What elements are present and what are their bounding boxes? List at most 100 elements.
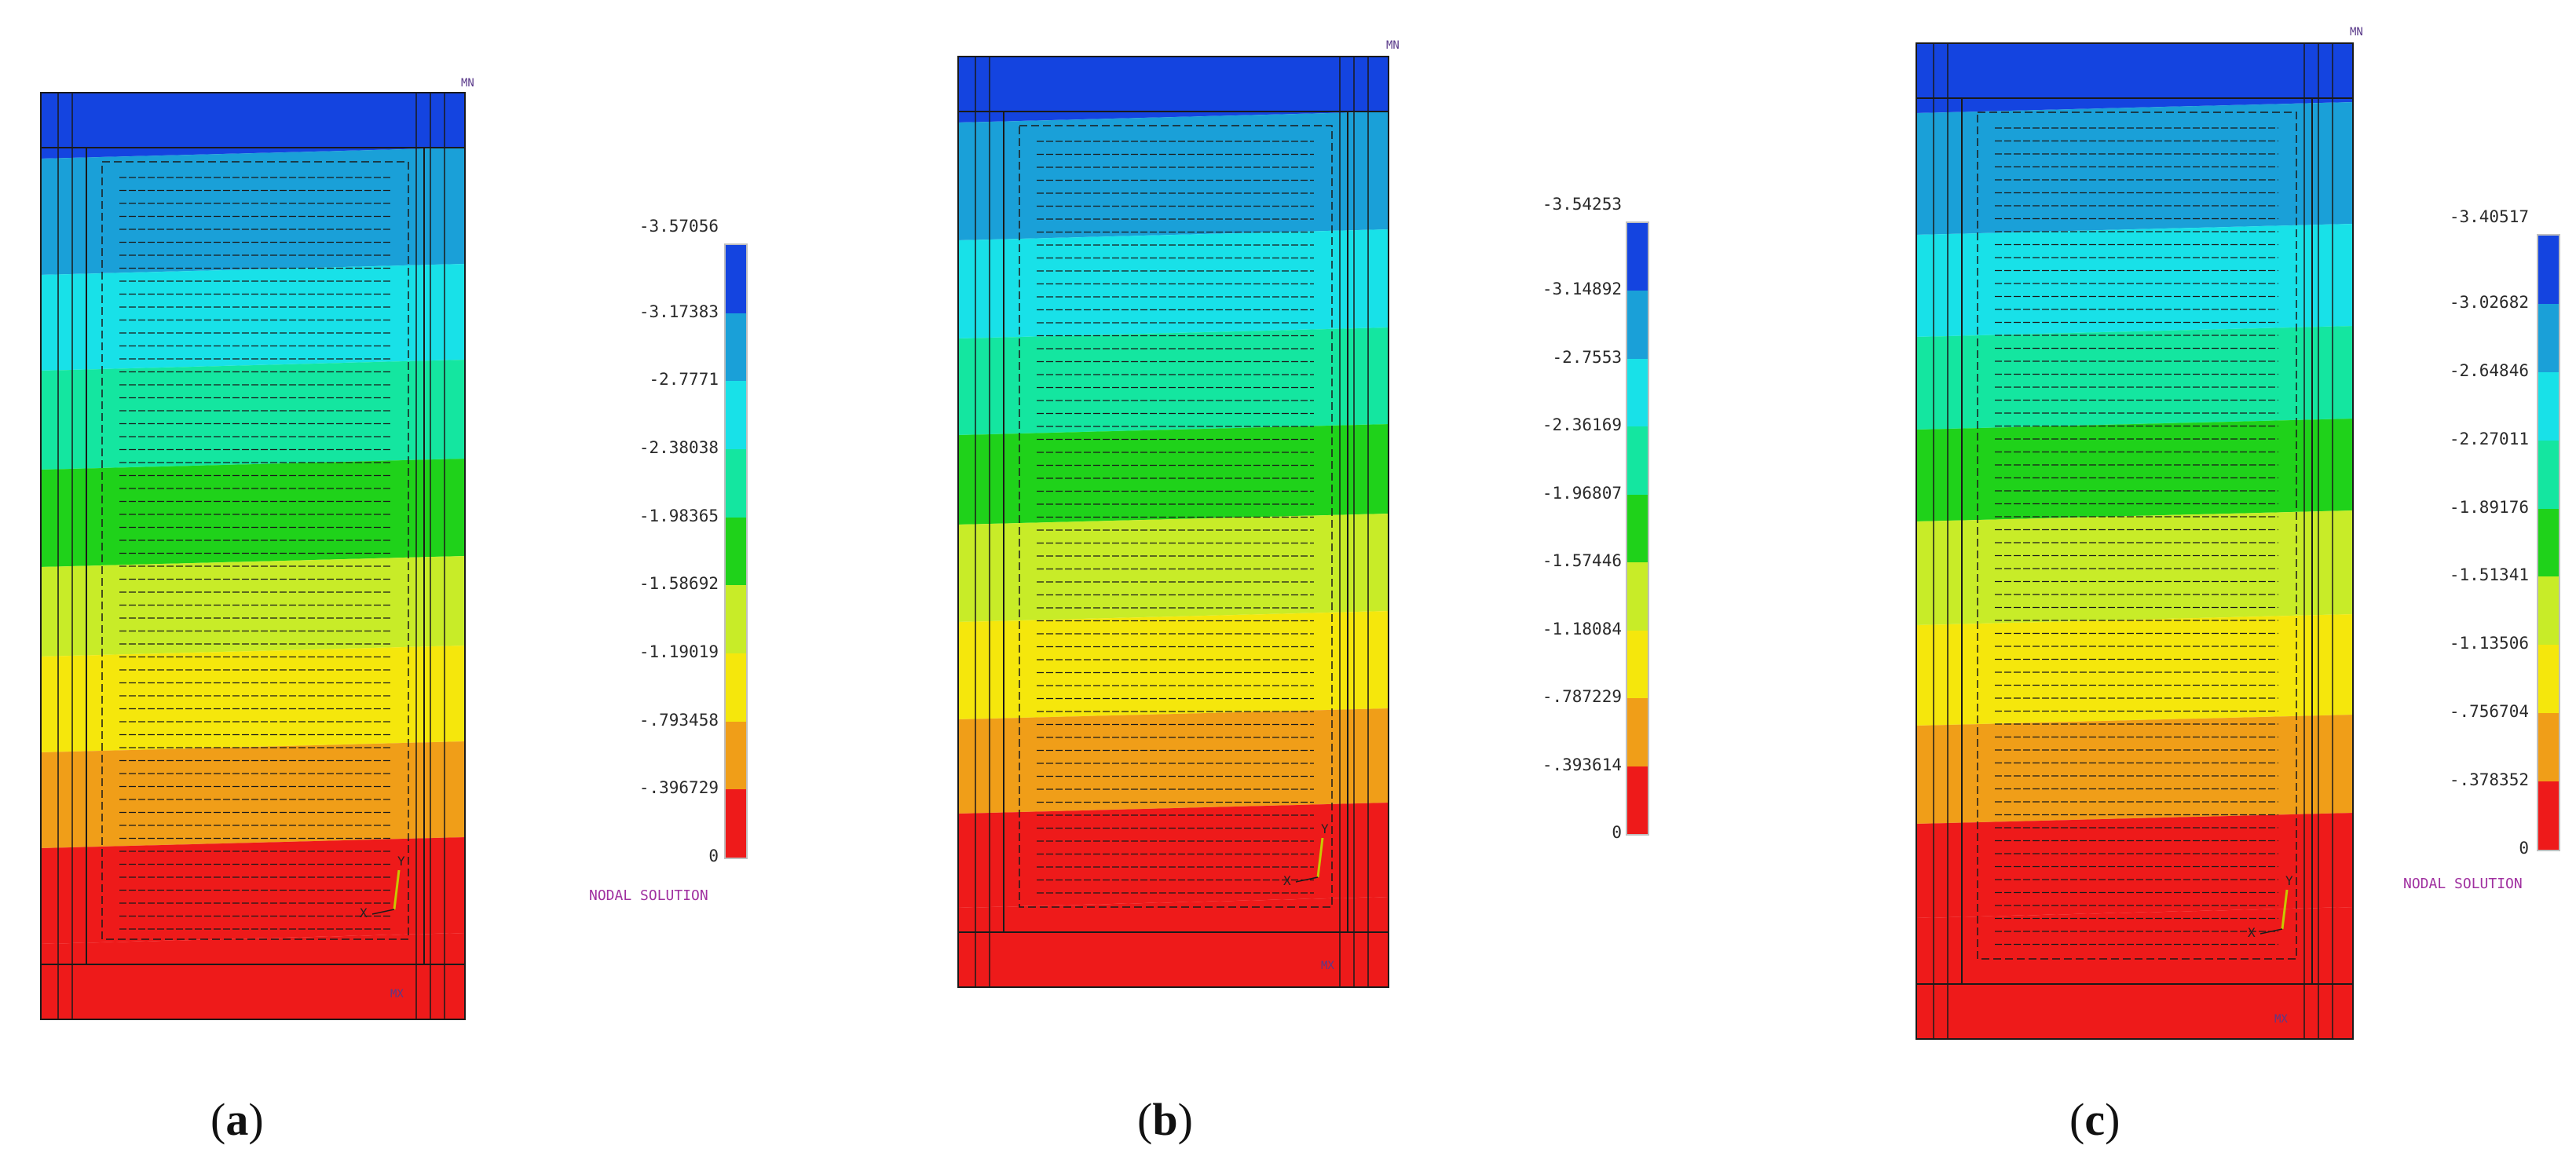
legend-swatch (1627, 698, 1648, 767)
legend-swatch (2538, 303, 2559, 373)
caption-letter: a (225, 1094, 249, 1145)
contour-band (41, 741, 465, 848)
legend-value: -1.51341 (2449, 565, 2529, 585)
legend-value: -3.17383 (639, 302, 719, 321)
contour-band (1916, 510, 2353, 625)
inner-frame (101, 161, 409, 940)
contour-band (1916, 715, 2353, 824)
legend-value: -1.18084 (1542, 619, 1622, 638)
contour-band (41, 556, 465, 657)
legend-value: 0 (2519, 839, 2529, 858)
legend-swatch (1627, 426, 1648, 496)
legend-swatch (1627, 358, 1648, 427)
legend-swatch (2538, 781, 2559, 851)
contour-bands (1916, 43, 2353, 1039)
axis-triad (371, 909, 395, 915)
legend-swatch (2538, 236, 2559, 305)
contour-band (958, 424, 1389, 525)
inner-frame (1977, 112, 2297, 960)
winding-lines (1995, 127, 2278, 946)
legend-value: -1.58692 (639, 574, 719, 594)
caption-b: (b) (1137, 1094, 1193, 1145)
axis-triad (393, 869, 401, 910)
legend-swatch (1627, 291, 1648, 360)
legend-swatch (2538, 576, 2559, 646)
legend-swatch (726, 381, 746, 450)
contour-band (41, 459, 465, 567)
legend-value: -.396729 (639, 778, 719, 798)
contour-band (1916, 907, 2353, 1039)
axis-y-label: Y (1321, 821, 1329, 836)
legend-swatch (726, 517, 746, 586)
contour-band (41, 646, 465, 752)
legend-labels: -3.54253 -3.14892 -2.7553 -2.36169 -1.96807 -… (1469, 188, 1622, 842)
legend-value: -2.7553 (1552, 347, 1622, 367)
axis-x-label: X (1283, 873, 1291, 888)
caption-letter: c (2084, 1094, 2106, 1145)
legend-value: 0 (1612, 823, 1622, 842)
legend-value: -.793458 (639, 710, 719, 730)
legend-swatch (726, 449, 746, 518)
contour-band (958, 57, 1389, 123)
legend-value: -3.40517 (2449, 207, 2529, 226)
contour-band (41, 148, 465, 275)
model-frame (957, 56, 1389, 988)
contour-band (1916, 614, 2353, 726)
legend-swatch (726, 653, 746, 723)
legend-swatch (2538, 440, 2559, 510)
legend-title: NODAL SOLUTION (2403, 876, 2523, 892)
legend-swatch (1627, 766, 1648, 835)
caption-a: (a) (210, 1094, 264, 1145)
axis-triad (1316, 837, 1324, 878)
legend-value: 0 (708, 847, 719, 865)
contour-band (958, 327, 1389, 435)
legend-swatch (726, 721, 746, 790)
contour-band (41, 264, 465, 371)
axis-triad (2259, 928, 2283, 935)
contour-band (958, 708, 1389, 814)
contour-band (958, 803, 1389, 908)
legend-value: -2.36169 (1542, 415, 1622, 435)
contour-band (1916, 224, 2353, 337)
contour-plot-a: Y X MN MX (40, 77, 474, 1020)
legend-value: -.393614 (1542, 755, 1622, 774)
legend-swatch (726, 789, 746, 858)
legend-value: -3.14892 (1542, 280, 1622, 299)
legend-swatch (1627, 630, 1648, 699)
legend-value: -1.57446 (1542, 551, 1622, 571)
legend-value: -.787229 (1542, 687, 1622, 707)
contour-band (41, 360, 465, 470)
model-frame (40, 92, 466, 1020)
axis-y-label: Y (2285, 873, 2293, 888)
axis-y-label: Y (397, 854, 405, 869)
inner-frame (1019, 125, 1333, 908)
contour-plot-b: Y X MN MX (957, 39, 1400, 988)
legend-labels: -3.40517 -3.02682 -2.64846 -2.27011 -1.89176… (2395, 196, 2529, 858)
legend-labels: -3.57056 -3.17383 -2.7771 -2.38038 -1.98365 -… (550, 212, 719, 865)
contour-band (958, 611, 1389, 719)
legend-swatch (1627, 223, 1648, 291)
contour-band (1916, 813, 2353, 918)
contour-band (1916, 43, 2353, 113)
legend-value: -1.19019 (639, 642, 719, 661)
legend-value: -1.13506 (2449, 634, 2529, 653)
legend-swatch (2538, 713, 2559, 782)
mn-marker: MN (1386, 39, 1400, 52)
legend-value: -3.57056 (639, 217, 719, 236)
legend-value: -.756704 (2449, 702, 2529, 722)
axis-x-label: X (360, 905, 368, 920)
contour-band (1916, 326, 2353, 430)
legend-bar (724, 243, 748, 859)
contour-band (958, 112, 1389, 240)
mx-marker: MX (2274, 1013, 2288, 1026)
axis-x-label: X (2248, 925, 2256, 940)
mn-marker: MN (2350, 26, 2363, 38)
winding-lines (1037, 141, 1314, 894)
legend-value: -2.64846 (2449, 360, 2529, 380)
legend-value: -1.96807 (1542, 483, 1622, 503)
legend-swatch (726, 245, 746, 314)
contour-bands (41, 93, 465, 1019)
legend-swatch (2538, 508, 2559, 577)
mx-marker: MX (390, 988, 404, 1001)
winding-lines (119, 177, 390, 930)
